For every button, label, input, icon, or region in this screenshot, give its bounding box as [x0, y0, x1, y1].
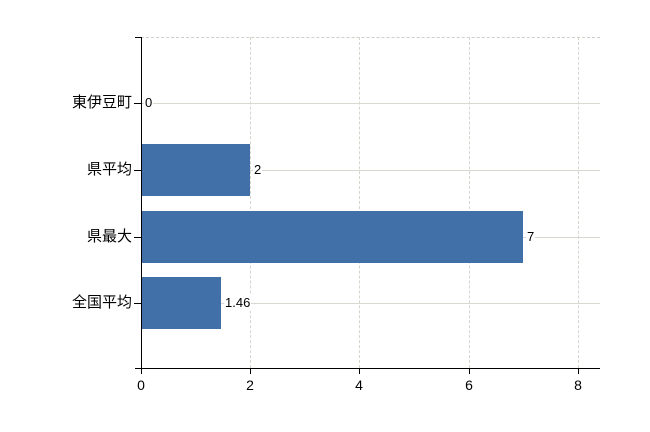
value-label: 7: [526, 229, 536, 245]
v-gridline: [578, 37, 579, 368]
y-tick: [134, 303, 141, 304]
category-label: 県平均: [86, 161, 132, 178]
x-tick-label: 2: [246, 377, 254, 393]
x-tick: [141, 369, 142, 374]
x-tick: [578, 369, 579, 374]
bar: [142, 144, 250, 196]
h-gridline: [142, 103, 600, 104]
value-label: 1.46: [224, 295, 252, 311]
category-label: 県最大: [86, 228, 132, 245]
x-axis-line: [135, 368, 600, 369]
value-label: 2: [253, 162, 263, 178]
v-gridline: [250, 37, 251, 368]
y-axis-line: [141, 37, 142, 373]
value-label: 0: [144, 95, 154, 111]
h-gridline: [142, 303, 600, 304]
v-gridline: [469, 37, 470, 368]
bar: [142, 211, 523, 263]
y-tick: [134, 103, 141, 104]
y-tick: [134, 170, 141, 171]
category-label: 全国平均: [71, 294, 132, 311]
x-tick: [469, 369, 470, 374]
x-tick-label: 0: [137, 377, 145, 393]
x-tick-label: 6: [465, 377, 473, 393]
bar: [142, 277, 221, 329]
h-gridline: [142, 170, 600, 171]
bar-chart: 東伊豆町 0 県平均 2 県最大 7 全国平均 1.46 0 2 4 6 8: [40, 16, 650, 416]
x-tick-label: 4: [355, 377, 363, 393]
y-tick: [134, 237, 141, 238]
x-tick: [250, 369, 251, 374]
x-tick: [359, 369, 360, 374]
plot-top-border: [141, 37, 600, 38]
y-axis-top-tick: [135, 37, 141, 38]
v-gridline: [359, 37, 360, 368]
x-tick-label: 8: [574, 377, 582, 393]
category-label: 東伊豆町: [71, 94, 132, 111]
